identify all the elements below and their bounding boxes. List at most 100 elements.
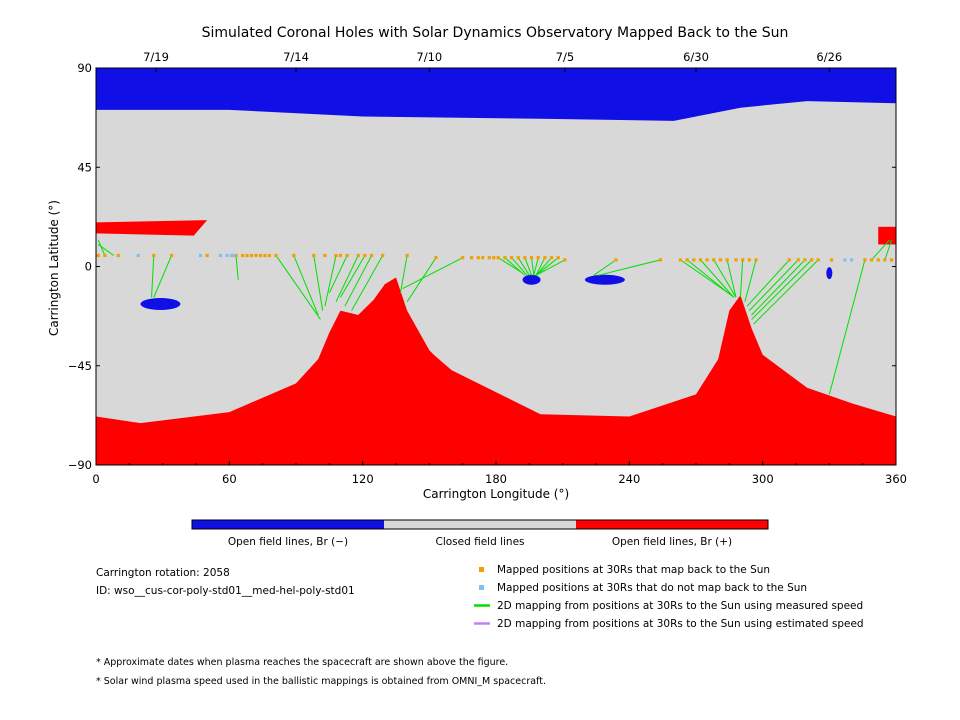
colorbar-label: Closed field lines	[435, 536, 524, 548]
mapping-line	[751, 259, 812, 320]
negative-hole	[522, 274, 541, 285]
mapped-point	[678, 258, 683, 262]
mapped-point	[523, 256, 527, 260]
negative-hole	[140, 297, 181, 310]
mapped-point	[549, 256, 554, 260]
mapping-line	[598, 259, 661, 276]
mapped-point	[356, 253, 360, 258]
legend-label: 2D mapping from positions at 30Rs to the…	[497, 618, 864, 630]
north-negative-region	[96, 68, 896, 121]
top-date-label: 7/19	[143, 50, 169, 64]
mapped-point	[829, 258, 834, 262]
mapped-point	[816, 258, 820, 262]
mapping-line	[535, 259, 566, 276]
y-tick-label: 45	[77, 160, 92, 174]
unmapped-point	[136, 253, 140, 258]
model-id: ID: wso__cus-cor-poly-std01__med-hel-pol…	[96, 585, 355, 597]
mapping-lines	[97, 239, 893, 395]
mapping-line	[511, 257, 528, 276]
mapped-point	[787, 258, 791, 262]
mapping-line	[504, 257, 526, 276]
x-axis-label: Carrington Longitude (°)	[423, 487, 569, 501]
mapping-line	[313, 255, 324, 311]
mapping-line	[535, 257, 552, 276]
colorbar: Open field lines, Br (−) Closed field lin…	[191, 519, 769, 548]
mapped-point	[725, 258, 729, 262]
mapped-point	[345, 253, 349, 258]
mapping-line	[153, 255, 173, 298]
chart-title: Simulated Coronal Holes with Solar Dynam…	[202, 25, 789, 41]
mapped-point	[258, 253, 263, 258]
legend-label: Mapped positions at 30Rs that do not map…	[497, 582, 807, 594]
mapping-line	[748, 259, 799, 311]
mapped-points	[96, 253, 894, 262]
mapping-line	[399, 255, 408, 294]
field-regions	[96, 68, 896, 465]
x-tick-label: 180	[485, 472, 507, 486]
mapping-line	[402, 257, 463, 290]
mapped-point	[96, 253, 100, 258]
mapped-point	[245, 253, 249, 258]
mapping-line	[497, 257, 523, 274]
carrington-rotation: Carrington rotation: 2058	[96, 567, 230, 579]
y-tick-label: −45	[68, 359, 92, 373]
legend-marker	[479, 585, 484, 590]
negative-hole	[826, 267, 833, 280]
mapping-line	[275, 255, 321, 320]
mapped-point	[267, 253, 271, 258]
x-tick-label: 0	[92, 472, 99, 486]
mapped-point	[292, 253, 296, 258]
mapping-line	[871, 239, 890, 261]
mapped-point	[614, 258, 618, 262]
mapped-point	[334, 253, 338, 258]
colorbar-segment	[384, 520, 576, 529]
mapping-line	[293, 255, 319, 316]
legend: Mapped positions at 30Rs that map back t…	[474, 564, 864, 630]
mapped-point	[496, 256, 500, 260]
north-positive-band	[96, 220, 208, 236]
mapping-line	[535, 257, 546, 276]
footnote-speed: * Solar wind plasma speed used in the ba…	[96, 676, 546, 687]
mapping-line	[533, 257, 539, 276]
colorbar-frame	[191, 519, 769, 530]
mapped-point	[461, 256, 465, 260]
mapped-point	[705, 258, 709, 262]
mapping-line	[531, 257, 535, 276]
unmapped-point	[225, 253, 229, 258]
axes: 0 60 120 180 240 300 360 90 45 0 −45 −90 7/19 7/14 7/1…	[68, 50, 907, 486]
mapped-point	[692, 258, 696, 262]
mapped-point	[509, 256, 514, 260]
mapped-point	[338, 253, 343, 258]
mapping-line	[884, 239, 893, 261]
mapped-point	[747, 258, 751, 262]
mapped-point	[869, 258, 874, 262]
mapped-point	[503, 256, 507, 260]
mapping-line	[535, 257, 559, 276]
y-tick-label: −90	[68, 458, 92, 472]
mapping-line	[593, 259, 617, 276]
unmapped-point	[229, 253, 234, 258]
mapping-line	[524, 257, 533, 276]
mapped-point	[312, 253, 316, 258]
mapping-line	[739, 259, 744, 298]
mapped-point	[863, 258, 867, 262]
info-block: Carrington rotation: 2058 ID: wso__cus-c…	[96, 567, 355, 597]
mapped-point	[241, 253, 245, 258]
mapping-line	[351, 255, 384, 311]
mapping-line	[700, 259, 735, 298]
y-tick-label: 0	[85, 260, 92, 274]
unmapped-point	[218, 253, 223, 258]
legend-label: 2D mapping from positions at 30Rs to the…	[497, 600, 863, 612]
legend-label: Mapped positions at 30Rs that map back t…	[497, 564, 770, 576]
mapped-point	[434, 256, 438, 260]
mapped-point	[487, 256, 491, 260]
mapping-line	[340, 255, 366, 298]
plot-area	[95, 67, 897, 466]
mapping-line	[726, 259, 737, 298]
mapped-point	[234, 253, 238, 258]
mapped-point	[254, 253, 258, 258]
mapped-point	[381, 253, 385, 258]
mapped-point	[481, 256, 485, 260]
top-date-label: 7/5	[556, 50, 575, 64]
mapping-line	[97, 239, 106, 256]
